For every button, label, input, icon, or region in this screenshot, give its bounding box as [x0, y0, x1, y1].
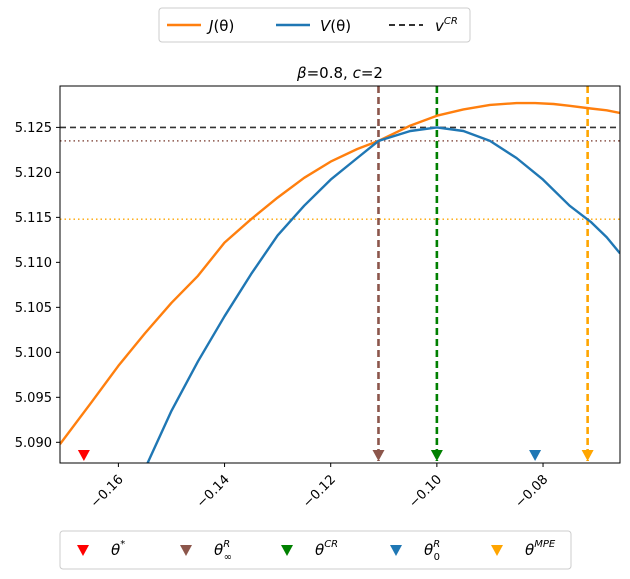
axis-ticks: −0.16 −0.14 −0.12 −0.10 −0.08 5.090 5.095 5.100…	[15, 121, 551, 511]
legend-marker-4	[491, 545, 503, 556]
legend-label-theta-4: θMPE	[525, 539, 556, 559]
series-line-J	[60, 101, 620, 445]
marker-theta_MPE	[581, 450, 594, 461]
chart-title: β=0.8, c=2	[296, 64, 383, 82]
x-tick-label: −0.08	[512, 472, 551, 511]
marker-theta_CR	[430, 450, 443, 461]
y-tick-label: 5.100	[15, 346, 52, 361]
y-tick-label: 5.095	[15, 391, 52, 406]
marker-theta_star	[77, 450, 90, 461]
legend-label-theta-1: θR ∞	[214, 539, 232, 563]
legend-marker-2	[281, 545, 293, 556]
bottom-legend-box	[59, 530, 572, 570]
y-tick-label: 5.090	[15, 436, 52, 451]
y-tick-label: 5.120	[15, 166, 52, 181]
y-tick-label: 5.115	[15, 211, 52, 226]
marker-theta_0_R	[529, 450, 542, 461]
y-tick-label: 5.105	[15, 301, 52, 316]
top-legend: J(θ) V(θ) vCR	[158, 7, 471, 43]
bottom-legend: θ* θR ∞ θCR θR 0 θMPE	[59, 530, 572, 570]
legend-marker-1	[180, 545, 192, 556]
x-tick-label: −0.16	[88, 472, 127, 511]
legend-label-V: V(θ)	[320, 17, 351, 35]
y-tick-label: 5.110	[15, 256, 52, 271]
legend-label-theta-3: θR 0	[424, 539, 440, 563]
x-tick-label: −0.12	[300, 472, 339, 511]
legend-label-theta-0: θ*	[111, 539, 125, 559]
legend-label-vCR: vCR	[435, 16, 458, 35]
series-line-V	[146, 126, 620, 463]
legend-marker-3	[390, 545, 402, 556]
y-tick-label: 5.125	[15, 121, 52, 136]
top-legend-box	[158, 7, 471, 43]
legend-label-J: J(θ)	[206, 17, 234, 35]
marker-theta_inf_R	[372, 450, 385, 461]
legend-label-theta-2: θCR	[315, 539, 338, 559]
plot-frame	[59, 85, 621, 464]
legend-marker-0	[77, 545, 89, 556]
x-tick-label: −0.10	[406, 472, 445, 511]
plot-area	[60, 86, 620, 463]
x-tick-label: −0.14	[194, 472, 233, 511]
